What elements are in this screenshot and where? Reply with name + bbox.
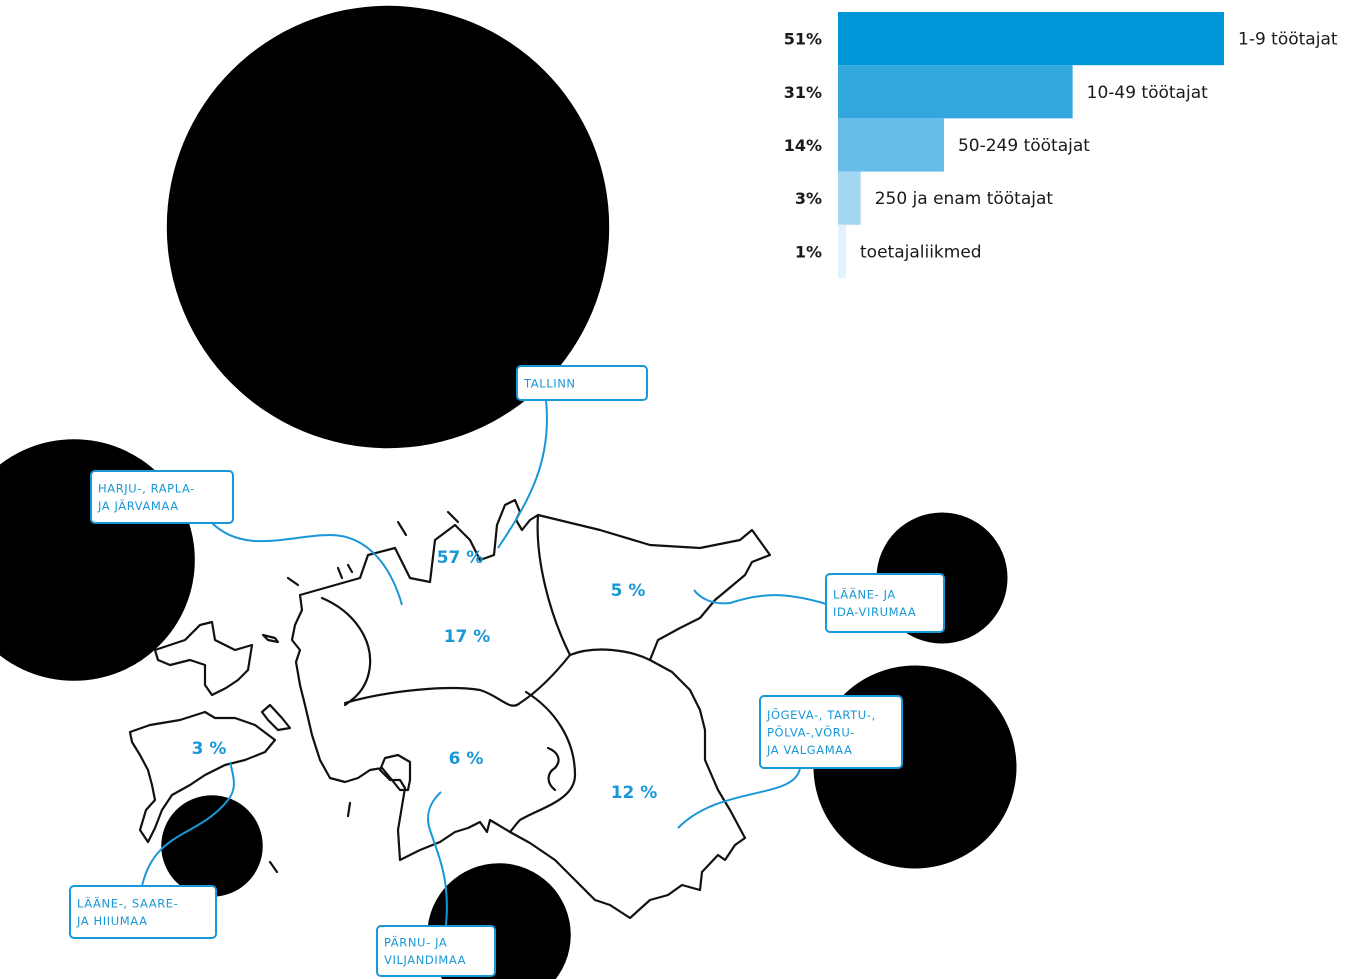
island-muhu [260,703,292,732]
region-bubble [166,5,610,449]
callout-label: JÕGEVA-, TARTU-, [766,707,876,722]
border-viru-south [568,648,652,662]
bar [838,224,846,278]
island-small-3 [346,563,354,574]
bar-value-label: 14% [784,136,822,155]
island-vormsi [261,633,280,644]
region-percentage: 57 % [437,548,484,568]
island-small-7 [268,860,279,874]
callout-box [90,470,234,524]
callout-label: IDA-VIRUMAA [833,605,916,619]
callout-box [516,365,648,401]
bar-category-label: 1-9 töötajat [1238,30,1338,50]
bar [838,118,944,172]
callout-label: LÄÄNE-, SAARE- [77,896,178,911]
region-tartu: 12 % JÕGEVA-, TARTU-, PÕLVA-,VÕRU- JA VALGA… [611,665,1017,869]
region-harju: 17 % HARJU-, RAPLA- JA JÄRVAMAA [0,439,490,681]
bar-value-label: 1% [795,242,822,261]
region-tallinn: 57 % TALLINN [166,5,648,568]
callout-label: JA VALGAMAA [766,743,852,757]
callout-leader [497,399,548,549]
region-percentage: 17 % [444,627,491,647]
region-percentage: 5 % [611,581,646,601]
bar-value-label: 31% [784,83,822,102]
callout-label: TALLINN [523,376,576,390]
border-harju-south [343,653,572,707]
region-viru: 5 % LÄÄNE- JA IDA-VIRUMAA [611,512,1008,644]
bar [838,171,861,225]
island-hiiumaa [153,620,254,697]
island-saaremaa [128,710,277,844]
callout-label: HARJU-, RAPLA- [98,482,195,496]
bar-category-label: toetajaliikmed [860,242,982,262]
callout-leader [211,522,403,606]
bar-value-label: 3% [795,189,822,208]
callout-label: PÕLVA-,VÕRU- [767,724,855,739]
callout-label: JA HIIUMAA [76,914,148,928]
region-bubble [161,795,263,897]
region-parnu: 6 % PÄRNU- JA VILJANDIMAA [376,749,571,979]
callout-leader [693,589,827,605]
bar-value-label: 51% [784,30,822,49]
island-small-2 [336,566,344,580]
island-small-6 [346,801,352,818]
callout-box [376,925,496,977]
border-harju-west [320,596,372,707]
callout-label: LÄÄNE- JA [833,587,896,602]
border-parnu-bay [546,746,560,792]
callout-label: VILJANDIMAA [384,953,466,967]
callout-box [825,573,945,633]
bar-category-label: 10-49 töötajat [1087,83,1208,103]
bar [838,12,1224,66]
bar [838,65,1073,119]
island-small-4 [396,520,408,537]
border-tartu-west [508,690,577,834]
bar-category-label: 250 ja enam töötajat [875,189,1054,209]
callout-leader [677,767,801,829]
callout-label: PÄRNU- JA [384,935,447,950]
callout-label: JA JÄRVAMAA [97,498,179,513]
callout-box [69,885,217,939]
mainland-outline [290,498,772,920]
region-layer: 57 % TALLINN 17 % HARJU-, RAPLA- JA JÄRVAMAA… [0,5,1017,979]
callout-box [759,695,903,769]
bar-chart: 51% 1-9 töötajat 31% 10-49 töötajat 14% 50-24… [784,12,1338,278]
region-saare: 3 % LÄÄNE-, SAARE- JA HIIUMAA [69,739,263,939]
island-small-5 [446,510,460,524]
region-percentage: 3 % [192,739,227,759]
island-small-1 [286,576,300,587]
callout-leader [141,761,235,887]
region-percentage: 6 % [449,749,484,769]
estonia-map [128,498,772,920]
region-percentage: 12 % [611,783,658,803]
bar-category-label: 50-249 töötajat [958,136,1090,156]
callout-leader [427,791,448,927]
border-harju-east [536,513,572,657]
